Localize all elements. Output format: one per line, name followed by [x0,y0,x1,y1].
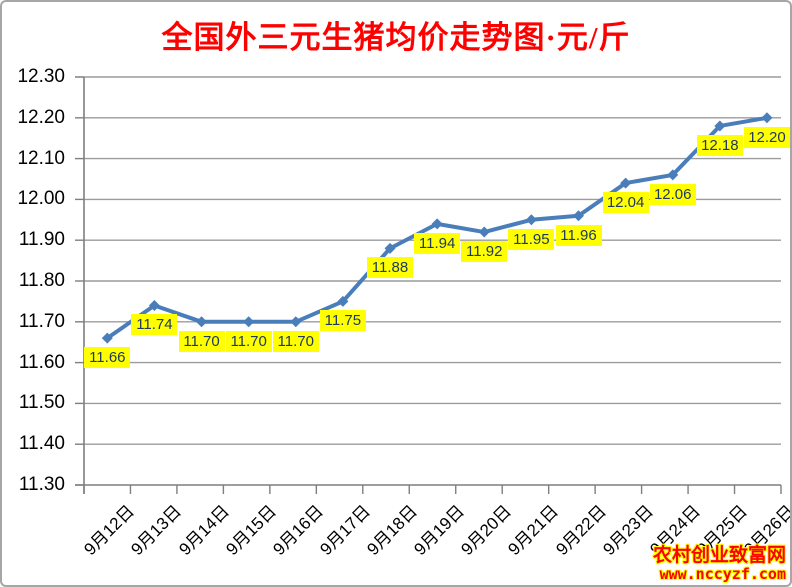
y-axis-label: 11.70 [18,310,65,332]
data-point-marker [478,226,490,238]
data-label: 11.70 [178,330,225,352]
data-point-marker [384,242,396,254]
y-axis-label: 11.90 [18,229,65,251]
data-label: 11.92 [461,241,508,263]
data-label: 11.95 [508,228,555,250]
y-axis-label: 11.30 [18,474,65,495]
data-label: 11.66 [84,347,131,369]
y-axis-label: 11.40 [18,433,65,455]
data-point-marker [667,169,679,181]
y-axis-label: 11.60 [18,351,65,373]
data-label: 11.70 [225,330,272,352]
data-point-marker [243,316,255,328]
data-point-marker [620,177,632,189]
chart-title: 全国外三元生猪均价走势图·元/斤 [161,20,631,55]
data-point-marker [101,332,113,344]
data-label: 12.20 [743,126,790,148]
data-point-marker [525,214,537,226]
data-label: 11.88 [367,257,414,279]
data-label: 11.70 [272,330,319,352]
y-axis-label: 12.00 [17,188,65,210]
watermark-site-name: 农村创业致富网 [652,545,786,566]
data-point-marker [337,295,349,307]
data-label: 12.04 [602,192,649,214]
data-point-marker [431,218,443,230]
y-axis-label: 11.80 [18,270,65,291]
data-label: 12.18 [696,134,743,156]
data-label: 12.06 [649,183,696,205]
y-axis-label: 12.10 [17,147,65,169]
data-point-marker [573,210,584,222]
y-axis-label: 11.50 [18,392,65,414]
data-point-marker [148,299,160,311]
data-point-marker [196,316,208,328]
data-point-marker [290,316,302,328]
watermark-url: www.nccyzf.com [659,565,786,583]
watermark: 农村创业致富网 www.nccyzf.com [653,545,786,583]
y-axis-label: 12.20 [17,106,65,128]
data-point-marker [714,120,726,132]
data-label: 11.96 [555,224,602,246]
data-label: 11.94 [414,232,461,254]
data-label: 11.75 [319,310,366,332]
y-axis-label: 12.30 [17,66,65,87]
data-point-marker [761,112,773,124]
data-label: 11.74 [131,314,178,336]
